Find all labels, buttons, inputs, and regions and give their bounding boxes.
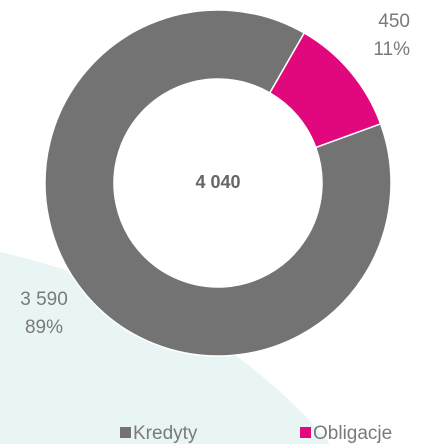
legend-swatch [300,427,311,438]
legend-label: Obligacje [313,423,392,444]
donut-segment [268,32,382,149]
legend-label: Kredyty [133,423,198,444]
center-label: 4 040 [195,172,240,192]
legend-swatch [120,427,131,438]
value-label: 3 590 [20,289,68,310]
percent-label: 11% [373,39,410,60]
donut-segment [44,9,392,357]
value-label: 450 [378,11,410,32]
percent-label: 89% [25,317,63,338]
